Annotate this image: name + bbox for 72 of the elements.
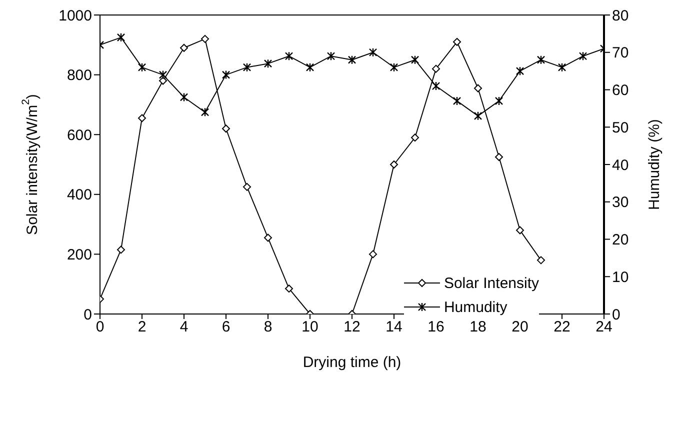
y2-tick-label: 50 xyxy=(612,119,629,136)
y-tick-label: 600 xyxy=(66,126,92,144)
x-tick-label: 12 xyxy=(344,318,360,336)
x-tick-label: 4 xyxy=(180,318,188,336)
point xyxy=(222,70,230,80)
x-tick-label: 8 xyxy=(264,318,272,336)
point xyxy=(264,58,272,68)
point xyxy=(222,124,230,133)
point xyxy=(117,246,125,254)
point xyxy=(411,134,419,142)
point xyxy=(432,81,440,91)
x-tick-label: 24 xyxy=(596,318,612,336)
x-tick-label: 6 xyxy=(222,318,230,336)
y-tick-label: 800 xyxy=(66,67,92,84)
point xyxy=(180,44,188,52)
x-tick-label: 18 xyxy=(470,318,486,336)
point xyxy=(516,226,524,234)
y-tick-label: 0 xyxy=(84,306,92,324)
point xyxy=(432,64,440,73)
point xyxy=(242,62,252,72)
point xyxy=(158,70,168,80)
x-tick-label: 10 xyxy=(302,318,318,336)
point xyxy=(284,52,294,61)
point xyxy=(536,55,546,64)
y2-axis-title: Humudity (%) xyxy=(646,119,662,210)
y2-tick-label: 20 xyxy=(612,232,629,249)
x-tick-label: 16 xyxy=(428,318,444,336)
point xyxy=(390,160,398,168)
legend-label: Solar Intensity xyxy=(444,274,539,292)
point xyxy=(348,55,356,64)
point xyxy=(495,153,503,162)
x-tick-label: 2 xyxy=(138,318,146,336)
y2-tick-label: 30 xyxy=(612,194,629,212)
y-tick-label: 1000 xyxy=(58,7,92,24)
y2-tick-label: 0 xyxy=(612,306,620,324)
y2-tick-label: 60 xyxy=(612,82,629,100)
x-tick-label: 14 xyxy=(386,318,402,336)
point xyxy=(326,52,336,61)
point xyxy=(516,66,524,76)
point xyxy=(537,256,545,264)
y2-tick-label: 40 xyxy=(612,156,629,174)
point xyxy=(180,92,188,102)
point xyxy=(200,108,210,117)
point xyxy=(453,38,461,46)
point xyxy=(474,84,482,92)
point xyxy=(578,52,588,61)
x-tick-label: 22 xyxy=(554,318,570,336)
x-tick-label: 0 xyxy=(96,318,104,336)
point xyxy=(264,234,272,242)
point xyxy=(369,250,377,258)
point xyxy=(474,111,482,121)
point xyxy=(306,62,314,72)
point xyxy=(452,96,462,106)
point xyxy=(368,48,378,57)
x-tick-label: 20 xyxy=(512,318,528,336)
point xyxy=(116,32,126,42)
point xyxy=(138,62,146,72)
point xyxy=(558,62,566,72)
point xyxy=(243,182,251,191)
y-tick-label: 400 xyxy=(66,186,92,204)
point xyxy=(494,96,504,106)
y2-tick-label: 10 xyxy=(612,268,629,286)
point xyxy=(138,114,146,122)
point xyxy=(201,34,209,43)
legend-label: Humudity xyxy=(444,298,508,316)
y-tick-label: 200 xyxy=(66,246,92,264)
point xyxy=(285,284,293,293)
point xyxy=(410,55,420,64)
point xyxy=(390,62,398,72)
x-axis-title: Drying time (h) xyxy=(302,354,402,371)
y2-tick-label: 70 xyxy=(612,44,629,62)
y2-tick-label: 80 xyxy=(612,7,629,24)
